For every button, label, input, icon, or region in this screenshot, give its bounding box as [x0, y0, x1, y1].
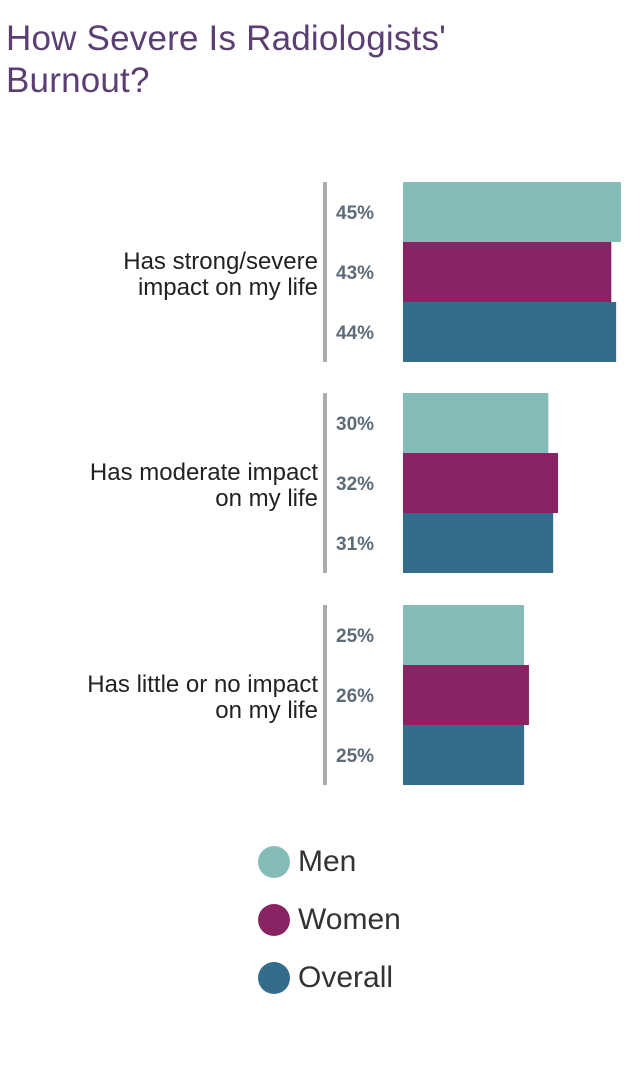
- data-label: 25%: [336, 626, 374, 647]
- legend-label-men: Men: [298, 845, 357, 878]
- bar-overall-has-moderate-impact-on-my-life: [403, 513, 554, 573]
- legend-label-overall: Overall: [298, 961, 394, 994]
- data-label: 31%: [336, 534, 374, 555]
- category-label: on my life: [215, 485, 318, 512]
- bar-overall-has-little-or-no-impact-on-my-: [403, 725, 525, 785]
- bar-men-has-strong-severe-impact-on-my: [403, 182, 621, 242]
- category-label: Has strong/severe: [123, 248, 318, 275]
- bar-overall-has-strong-severe-impact-on-my: [403, 302, 617, 362]
- category-label: Has little or no impact: [87, 671, 318, 698]
- chart-title: How Severe Is Radiologists' Burnout?: [6, 19, 447, 100]
- category-label: Has moderate impact: [90, 459, 318, 486]
- data-label: 26%: [336, 686, 374, 707]
- category-label: on my life: [215, 697, 318, 724]
- data-label: 43%: [336, 263, 374, 284]
- legend-swatch-women: [258, 904, 290, 936]
- bar-women-has-little-or-no-impact-on-my-: [403, 665, 529, 725]
- data-label: 44%: [336, 323, 374, 344]
- data-label: 32%: [336, 474, 374, 495]
- legend-swatch-men: [258, 846, 290, 878]
- bar-women-has-moderate-impact-on-my-life: [403, 453, 559, 513]
- legend-swatch-overall: [258, 962, 290, 994]
- bar-men-has-little-or-no-impact-on-my-: [403, 605, 525, 665]
- category-label: impact on my life: [138, 274, 318, 301]
- bar-women-has-strong-severe-impact-on-my: [403, 242, 612, 302]
- legend-label-women: Women: [298, 903, 401, 936]
- data-label: 45%: [336, 203, 374, 224]
- data-label: 25%: [336, 746, 374, 767]
- data-label: 30%: [336, 414, 374, 435]
- bar-men-has-moderate-impact-on-my-life: [403, 393, 549, 453]
